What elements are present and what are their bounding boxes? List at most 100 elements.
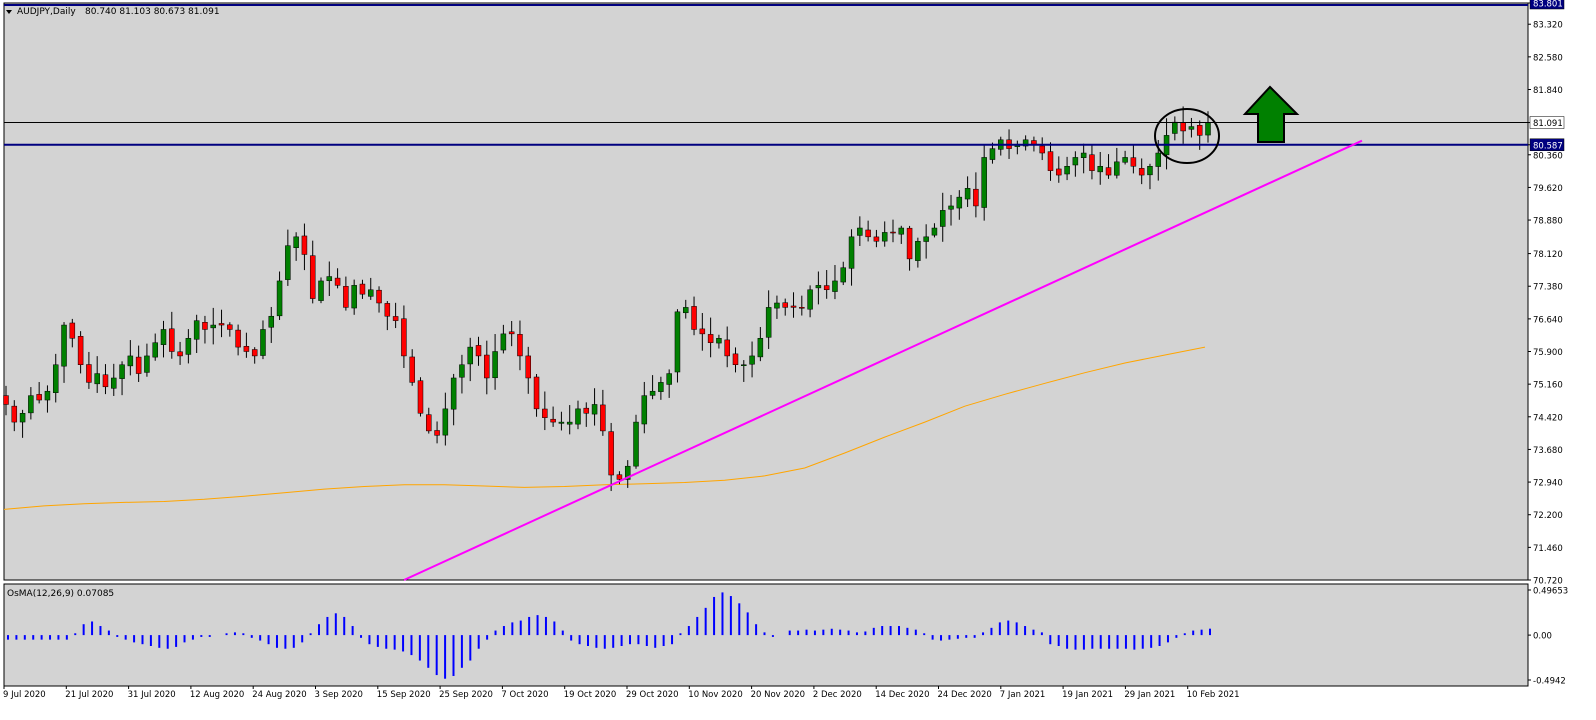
- osma-tick-label: -0.4942: [1533, 677, 1566, 687]
- bull-candle-body: [641, 395, 648, 425]
- bear-candle-body: [102, 374, 109, 388]
- candle: [790, 292, 797, 318]
- bull-candle-body: [152, 342, 158, 358]
- osma-panel-area[interactable]: [3, 583, 1529, 687]
- candle: [508, 321, 515, 347]
- candle: [1188, 117, 1195, 138]
- bull-candle-body: [276, 280, 283, 317]
- candle: [848, 229, 855, 286]
- candle: [749, 341, 755, 378]
- candle: [1022, 135, 1029, 151]
- bear-candle-body: [1130, 157, 1137, 167]
- bull-candle-body: [111, 377, 117, 389]
- candle: [566, 405, 573, 435]
- candle: [823, 270, 830, 299]
- bull-candle-body: [948, 205, 954, 210]
- bull-candle-body: [815, 285, 822, 289]
- bull-candle-body: [160, 329, 167, 345]
- bear-candle-body: [177, 351, 183, 357]
- candle: [1097, 152, 1103, 185]
- bull-candle-body: [500, 333, 507, 351]
- highlight-ellipse[interactable]: [1154, 108, 1220, 164]
- candle: [309, 240, 316, 304]
- price-tick-label: 75.900: [1533, 348, 1563, 358]
- osma-axis[interactable]: 0.49653 0.00 -0.4942: [1528, 587, 1568, 687]
- candle: [285, 229, 291, 286]
- bear-candle-body: [782, 302, 788, 308]
- candle: [210, 307, 216, 345]
- candle: [873, 229, 880, 248]
- candle: [44, 385, 51, 413]
- candle: [881, 221, 888, 247]
- bull-candle-body: [915, 240, 921, 261]
- candle: [36, 382, 42, 404]
- time-tick-label: 29 Jan 2021: [1124, 690, 1175, 700]
- candle: [782, 298, 788, 316]
- time-axis[interactable]: 9 Jul 2020 21 Jul 2020 31 Jul 2020 12 Aug 2…: [3, 686, 1240, 700]
- candle: [475, 336, 482, 366]
- price-tick-label: 81.840: [1533, 86, 1563, 96]
- candle: [624, 460, 631, 488]
- bull-candle-body: [285, 245, 291, 280]
- main-chart-area[interactable]: [3, 2, 1529, 581]
- bear-candle-body: [343, 286, 349, 308]
- candle: [11, 400, 18, 432]
- candle: [956, 190, 963, 220]
- bull-candle-body: [774, 302, 780, 309]
- candle: [227, 322, 233, 337]
- time-tick-label: 2 Dec 2020: [813, 690, 862, 700]
- candle: [774, 295, 780, 319]
- bull-candle-body: [1080, 152, 1087, 158]
- candle: [964, 176, 971, 207]
- candle: [633, 414, 639, 469]
- arrow-up-icon[interactable]: [1242, 85, 1300, 143]
- candle: [102, 364, 109, 395]
- candle: [1138, 158, 1145, 185]
- candle: [218, 309, 225, 338]
- bull-candle-body: [210, 324, 216, 329]
- bear-candle-body: [1089, 154, 1095, 171]
- candle: [517, 320, 523, 371]
- bear-candle-body: [1180, 122, 1186, 132]
- bull-candle-body: [1188, 126, 1195, 130]
- bull-candle-body: [939, 210, 946, 227]
- candle: [1114, 147, 1120, 179]
- price-tick-label: 83.801: [1533, 0, 1563, 10]
- chart-symbol-label: AUDJPY,Daily: [17, 7, 76, 17]
- bull-candle-body: [807, 289, 813, 310]
- bull-candle-body: [1097, 166, 1103, 173]
- candle: [185, 329, 192, 364]
- bull-candle-body: [1205, 122, 1211, 136]
- bull-candle-body: [674, 311, 681, 373]
- price-tick-label: 71.460: [1533, 544, 1563, 554]
- bull-candle-body: [658, 382, 664, 392]
- bull-candle-body: [683, 307, 689, 314]
- candle: [915, 237, 921, 268]
- bull-candle-body: [1072, 157, 1079, 166]
- bear-candle-body: [434, 430, 440, 436]
- bull-candle-body: [765, 307, 772, 338]
- bear-candle-body: [417, 380, 424, 414]
- bear-candle-body: [77, 336, 84, 365]
- price-tick-label: 81.091: [1533, 119, 1563, 129]
- bull-candle-body: [840, 267, 847, 283]
- candle: [1039, 137, 1045, 161]
- price-axis[interactable]: 83.801 83.320 82.580 81.840 81.091 80.58780.3…: [1528, 0, 1565, 587]
- bear-candle-body: [359, 283, 366, 295]
- bear-candle-body: [1031, 140, 1037, 145]
- bull-candle-body: [716, 338, 722, 344]
- triangle-down-icon[interactable]: [6, 10, 12, 14]
- bear-candle-body: [1056, 168, 1062, 176]
- time-tick-label: 21 Jul 2020: [65, 690, 113, 700]
- bull-candle-body: [450, 377, 457, 410]
- candle: [235, 324, 241, 356]
- trendline[interactable]: [403, 139, 1363, 581]
- bear-candle-body: [376, 289, 382, 304]
- bull-candle-body: [1122, 157, 1128, 163]
- candle: [683, 299, 689, 319]
- candle: [94, 356, 100, 393]
- bull-candle-body: [467, 346, 473, 365]
- bear-candle-body: [890, 231, 896, 234]
